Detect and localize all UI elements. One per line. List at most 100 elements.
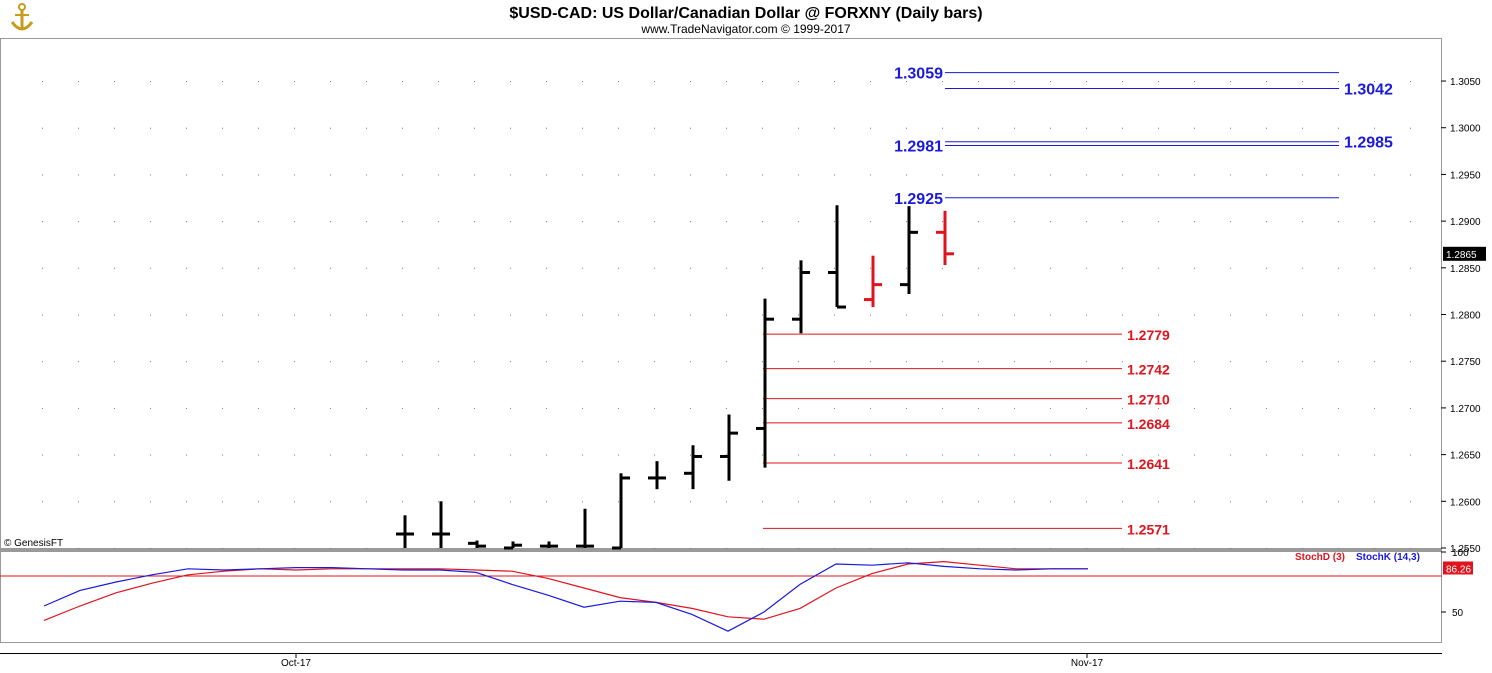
- grid-dot: [1374, 174, 1375, 176]
- grid-dot: [258, 361, 259, 363]
- grid-dot: [258, 314, 259, 316]
- grid-dot: [798, 548, 799, 549]
- grid-dot: [150, 314, 151, 316]
- grid-dot: [906, 267, 907, 269]
- grid-dot: [798, 221, 799, 223]
- grid-dot: [654, 81, 655, 83]
- grid-dot: [1410, 81, 1411, 83]
- grid-dot: [402, 221, 403, 223]
- grid-dot: [438, 174, 439, 176]
- grid-dot: [1230, 81, 1231, 83]
- grid-dot: [186, 267, 187, 269]
- grid-dot: [582, 548, 583, 549]
- grid-dot: [798, 407, 799, 409]
- grid-dot: [402, 267, 403, 269]
- grid-dot: [942, 127, 943, 129]
- grid-dot: [402, 361, 403, 363]
- grid-dot: [1158, 127, 1159, 129]
- grid-dot: [258, 454, 259, 456]
- grid-dot: [330, 548, 331, 549]
- grid-dot: [582, 267, 583, 269]
- grid-dot: [1302, 174, 1303, 176]
- grid-dot: [1050, 548, 1051, 549]
- grid-dot: [870, 221, 871, 223]
- grid-dot: [1122, 548, 1123, 549]
- grid-dot: [798, 267, 799, 269]
- grid-dot: [618, 454, 619, 456]
- grid-dot: [42, 174, 43, 176]
- grid-dot: [222, 267, 223, 269]
- grid-dot: [582, 221, 583, 223]
- grid-dot: [114, 267, 115, 269]
- grid-dot: [1374, 127, 1375, 129]
- grid-dot: [294, 407, 295, 409]
- grid-dot: [294, 454, 295, 456]
- grid-dot: [1122, 81, 1123, 83]
- grid-dot: [1338, 81, 1339, 83]
- grid-dot: [294, 548, 295, 549]
- grid-dot: [1122, 314, 1123, 316]
- grid-dot: [690, 81, 691, 83]
- grid-dot: [474, 221, 475, 223]
- grid-dot: [1338, 314, 1339, 316]
- grid-dot: [690, 314, 691, 316]
- grid-dot: [510, 454, 511, 456]
- time-axis[interactable]: Oct-17 Nov-17: [281, 654, 1104, 669]
- grid-dot: [294, 314, 295, 316]
- stoch-last-label: 86.26: [1446, 564, 1471, 575]
- grid-dot: [1338, 501, 1339, 503]
- grid-dot: [1050, 127, 1051, 129]
- grid-dot: [798, 314, 799, 316]
- grid-dot: [1122, 454, 1123, 456]
- grid-dot: [366, 314, 367, 316]
- grid-dot: [978, 548, 979, 549]
- grid-dot: [1374, 314, 1375, 316]
- grid-dot: [150, 221, 151, 223]
- grid-dot: [618, 501, 619, 503]
- grid-dot: [1194, 81, 1195, 83]
- grid-dot: [150, 174, 151, 176]
- anchor-icon: [10, 3, 34, 31]
- grid-dot: [870, 127, 871, 129]
- grid-dot: [1374, 548, 1375, 549]
- grid-dot: [114, 174, 115, 176]
- stoch-line: [43, 560, 1088, 621]
- grid-dot: [978, 127, 979, 129]
- grid-dot: [942, 407, 943, 409]
- grid-dot: [1374, 81, 1375, 83]
- grid-dot: [1338, 127, 1339, 129]
- grid-dot: [942, 81, 943, 83]
- grid-dot: [474, 174, 475, 176]
- stoch-tick-label: 50: [1452, 608, 1464, 619]
- grid-dot: [1194, 407, 1195, 409]
- grid-dot: [978, 361, 979, 363]
- grid-dot: [1230, 361, 1231, 363]
- stoch-tick-label: 100: [1452, 548, 1469, 559]
- grid-dot: [870, 81, 871, 83]
- grid-dot: [186, 501, 187, 503]
- grid-dot: [942, 501, 943, 503]
- grid-dot: [582, 174, 583, 176]
- grid-dot: [834, 81, 835, 83]
- grid-dot: [654, 501, 655, 503]
- grid-dot: [690, 174, 691, 176]
- grid-dot: [1158, 548, 1159, 549]
- grid-dot: [438, 407, 439, 409]
- grid-dot: [978, 174, 979, 176]
- grid-dot: [546, 314, 547, 316]
- grid-dot: [222, 221, 223, 223]
- grid-dot: [906, 361, 907, 363]
- grid-dot: [1230, 267, 1231, 269]
- grid-dot: [798, 454, 799, 456]
- grid-dot: [474, 81, 475, 83]
- grid-dot: [330, 407, 331, 409]
- price-y-axis[interactable]: 1.2550 1.2600 1.2650 1.2700 1.2750 1.2800 1.28…: [1441, 77, 1486, 555]
- grid-dot: [1230, 221, 1231, 223]
- grid-dot: [114, 221, 115, 223]
- level-label: 1.2571: [1127, 521, 1170, 537]
- grid-dot: [1266, 174, 1267, 176]
- grid-dot: [978, 501, 979, 503]
- grid-dot: [1158, 174, 1159, 176]
- grid-dot: [114, 454, 115, 456]
- grid-dot: [1338, 267, 1339, 269]
